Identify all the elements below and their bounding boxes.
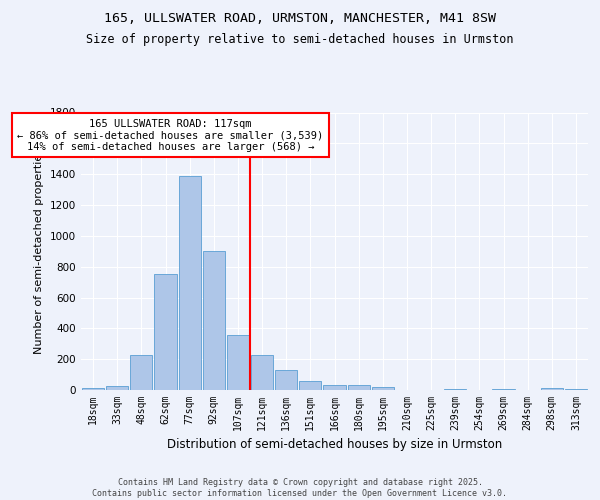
- Bar: [275, 370, 298, 390]
- Text: 165 ULLSWATER ROAD: 117sqm
← 86% of semi-detached houses are smaller (3,539)
14%: 165 ULLSWATER ROAD: 117sqm ← 86% of semi…: [17, 118, 323, 152]
- Bar: [106, 386, 128, 390]
- Bar: [565, 389, 587, 390]
- Bar: [541, 388, 563, 390]
- X-axis label: Distribution of semi-detached houses by size in Urmston: Distribution of semi-detached houses by …: [167, 438, 502, 452]
- Bar: [227, 334, 249, 390]
- Bar: [347, 386, 370, 390]
- Bar: [251, 354, 273, 390]
- Bar: [82, 388, 104, 390]
- Bar: [154, 274, 176, 390]
- Text: 165, ULLSWATER ROAD, URMSTON, MANCHESTER, M41 8SW: 165, ULLSWATER ROAD, URMSTON, MANCHESTER…: [104, 12, 496, 26]
- Text: Size of property relative to semi-detached houses in Urmston: Size of property relative to semi-detach…: [86, 32, 514, 46]
- Text: Contains HM Land Registry data © Crown copyright and database right 2025.
Contai: Contains HM Land Registry data © Crown c…: [92, 478, 508, 498]
- Y-axis label: Number of semi-detached properties: Number of semi-detached properties: [34, 148, 44, 354]
- Bar: [299, 381, 322, 390]
- Bar: [323, 386, 346, 390]
- Bar: [203, 251, 225, 390]
- Bar: [444, 389, 466, 390]
- Bar: [371, 387, 394, 390]
- Bar: [130, 354, 152, 390]
- Bar: [493, 389, 515, 390]
- Bar: [179, 176, 201, 390]
